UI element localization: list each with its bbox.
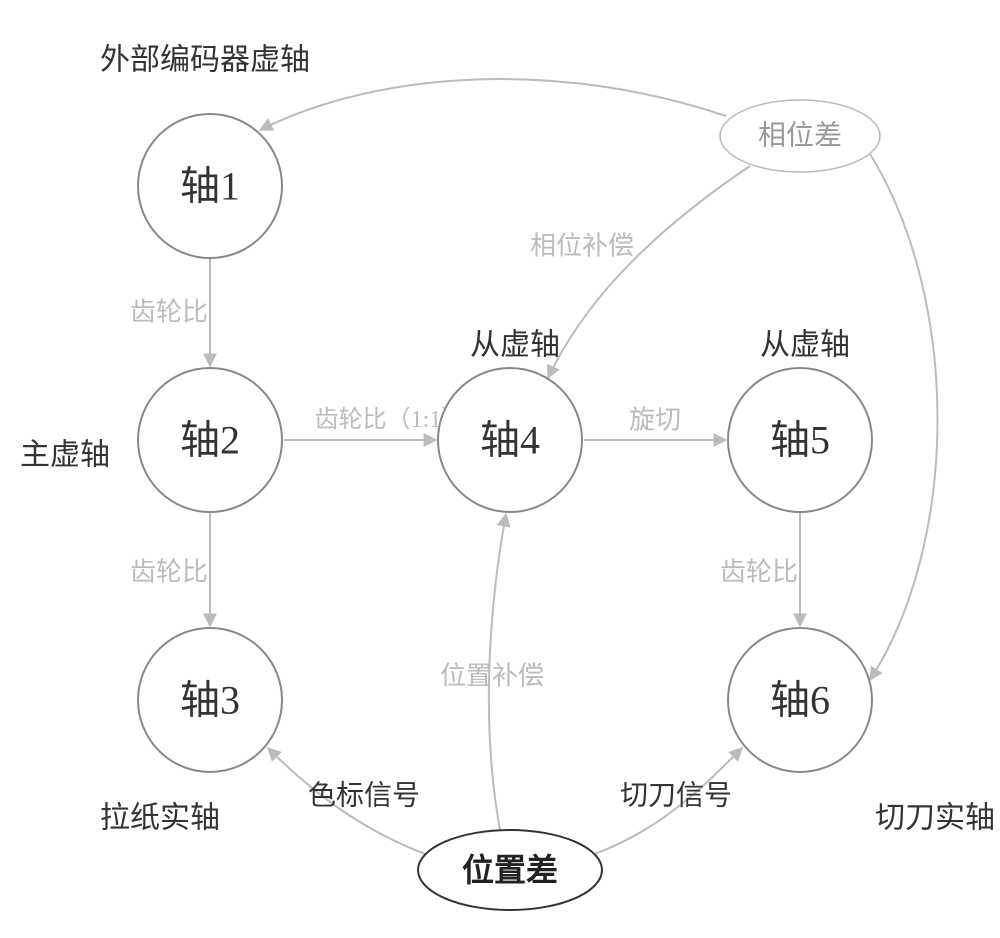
edge-posdiff-axis6: 切刀信号 xyxy=(592,748,742,855)
anno-axis3-below: 拉纸实轴 xyxy=(100,802,220,835)
edge-label-2-3: 齿轮比 xyxy=(130,558,208,587)
anno-axis2-left: 主虚轴 xyxy=(20,439,110,472)
node-axis3-label: 轴3 xyxy=(180,678,240,723)
edge-label-1-2: 齿轮比 xyxy=(130,298,208,327)
edge-axis2-axis3: 齿轮比 xyxy=(130,512,210,626)
node-axis4: 轴4 xyxy=(438,368,582,512)
edge-label-4-5: 旋切 xyxy=(629,406,681,435)
node-phase-diff: 相位差 xyxy=(720,100,880,172)
node-pos-diff-label: 位置差 xyxy=(462,852,558,888)
node-axis1-label: 轴1 xyxy=(180,164,240,209)
edge-phasediff-axis6 xyxy=(870,154,938,680)
node-phase-diff-label: 相位差 xyxy=(758,120,842,152)
edge-axis1-axis2: 齿轮比 xyxy=(130,258,210,366)
node-axis6-label: 轴6 xyxy=(770,678,830,723)
edge-label-pos-4: 位置补偿 xyxy=(440,662,544,691)
anno-axis4-top: 从虚轴 xyxy=(470,329,560,362)
node-axis3: 轴3 xyxy=(138,628,282,772)
node-axis5-label: 轴5 xyxy=(770,418,830,463)
edge-phasediff-axis1 xyxy=(260,79,726,130)
node-axis2: 轴2 xyxy=(138,368,282,512)
anno-axis6-right: 切刀实轴 xyxy=(875,802,995,835)
edge-axis5-axis6: 齿轮比 xyxy=(720,512,800,626)
edge-posdiff-axis3: 色标信号 xyxy=(268,748,428,855)
edge-phasediff-axis4: 相位补偿 xyxy=(530,166,750,378)
edge-posdiff-axis4: 位置补偿 xyxy=(440,514,544,830)
edge-axis4-axis5: 旋切 xyxy=(584,406,726,441)
edge-label-pos-6: 切刀信号 xyxy=(620,780,732,812)
anno-axis5-top: 从虚轴 xyxy=(760,329,850,362)
edge-label-phase-4: 相位补偿 xyxy=(530,232,634,261)
node-axis5: 轴5 xyxy=(728,368,872,512)
node-axis4-label: 轴4 xyxy=(480,418,540,463)
node-axis6: 轴6 xyxy=(728,628,872,772)
edge-label-5-6: 齿轮比 xyxy=(720,558,798,587)
edge-label-pos-3: 色标信号 xyxy=(308,780,420,812)
node-pos-diff: 位置差 xyxy=(418,830,602,910)
node-axis1: 轴1 xyxy=(138,114,282,258)
anno-axis1-top: 外部编码器虚轴 xyxy=(100,44,310,77)
node-axis2-label: 轴2 xyxy=(180,418,240,463)
